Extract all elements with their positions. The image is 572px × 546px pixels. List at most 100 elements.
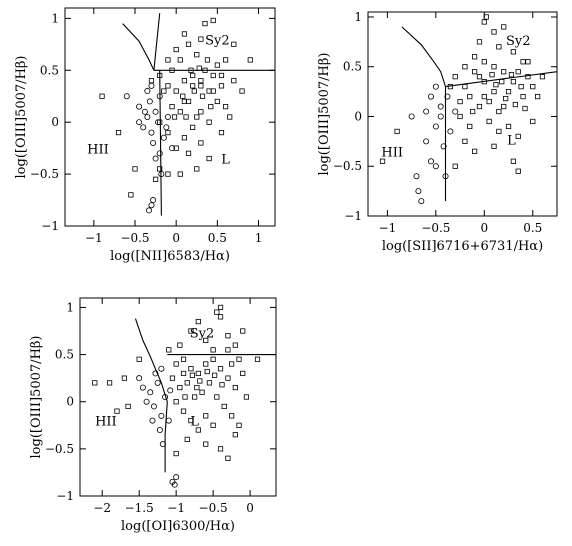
data-point-circle bbox=[150, 197, 157, 204]
data-point-circle bbox=[442, 173, 449, 180]
data-point-square bbox=[204, 57, 211, 63]
region-label: HII bbox=[87, 142, 109, 157]
y-tick-label: −0.5 bbox=[30, 167, 59, 181]
x-tick-label: −0.5 bbox=[421, 221, 450, 235]
data-point-square bbox=[467, 123, 473, 130]
data-point-circle bbox=[136, 103, 143, 110]
plot-area bbox=[92, 304, 276, 488]
data-point-circle bbox=[156, 150, 163, 157]
data-point-square bbox=[194, 52, 200, 58]
data-point-square bbox=[486, 98, 492, 105]
data-point-circle bbox=[440, 143, 447, 150]
data-point-square bbox=[217, 304, 224, 311]
data-point-square bbox=[188, 328, 194, 334]
data-point-square bbox=[190, 83, 196, 89]
data-point-square bbox=[217, 314, 224, 320]
data-point-circle bbox=[418, 198, 425, 205]
data-point-square bbox=[508, 72, 515, 78]
data-point-circle bbox=[145, 207, 152, 214]
y-tick-label: 0.5 bbox=[40, 63, 59, 77]
data-point-square bbox=[472, 54, 478, 60]
data-point-circle bbox=[158, 365, 165, 372]
data-point-square bbox=[173, 399, 179, 405]
region-label: L bbox=[221, 153, 230, 168]
x-tick-label: −0.5 bbox=[120, 231, 149, 245]
data-point-square bbox=[501, 103, 507, 110]
boundary-liner-vertical bbox=[164, 401, 168, 473]
data-point-circle bbox=[164, 114, 171, 121]
region-label: Sy2 bbox=[190, 327, 215, 342]
data-point-square bbox=[169, 375, 176, 381]
data-point-square bbox=[184, 380, 190, 386]
data-point-square bbox=[472, 148, 478, 154]
data-point-square bbox=[496, 128, 502, 135]
y-tick-label: 1 bbox=[66, 300, 74, 314]
data-point-square bbox=[194, 166, 200, 172]
data-point-square bbox=[539, 74, 546, 80]
data-point-square bbox=[481, 93, 487, 100]
data-point-circle bbox=[444, 93, 451, 100]
data-point-square bbox=[202, 20, 208, 27]
data-point-square bbox=[196, 65, 202, 71]
data-point-square bbox=[188, 417, 194, 424]
data-point-square bbox=[240, 328, 246, 334]
data-point-square bbox=[115, 129, 122, 136]
data-point-square bbox=[198, 140, 204, 146]
data-point-square bbox=[481, 19, 487, 25]
data-point-square bbox=[247, 57, 253, 63]
data-point-circle bbox=[427, 93, 434, 100]
data-point-square bbox=[157, 166, 163, 172]
data-point-square bbox=[491, 89, 497, 95]
data-point-square bbox=[188, 366, 194, 372]
data-point-square bbox=[206, 119, 212, 125]
data-point-square bbox=[161, 88, 167, 94]
boundary-liner-vertical bbox=[159, 70, 162, 216]
y-tick-label: 0 bbox=[66, 395, 74, 409]
data-point-square bbox=[198, 83, 204, 89]
data-point-circle bbox=[452, 108, 459, 115]
data-point-circle bbox=[143, 398, 150, 405]
data-point-square bbox=[489, 72, 495, 78]
data-point-square bbox=[530, 84, 536, 90]
y-tick-label: 0.5 bbox=[55, 348, 74, 362]
y-tick-label: 0 bbox=[354, 109, 362, 123]
data-point-square bbox=[501, 69, 507, 75]
data-point-square bbox=[136, 356, 142, 362]
panel-nii: −1 −0.5 0 0.5 1 −1 −0.5 0 0.5 1 log([NII]6583/Hα) l… bbox=[14, 7, 276, 264]
y-tick-label: 0 bbox=[51, 115, 59, 129]
y-tick-label: 1 bbox=[51, 11, 59, 25]
data-point-square bbox=[99, 93, 105, 99]
data-point-square bbox=[203, 337, 209, 344]
data-point-square bbox=[195, 427, 201, 433]
y-tick-label: −1 bbox=[56, 489, 74, 503]
data-point-square bbox=[467, 93, 473, 100]
plot-area bbox=[99, 13, 275, 216]
data-point-square bbox=[173, 361, 179, 367]
y-axis-title: log([OIII]5007/Hβ) bbox=[317, 53, 332, 176]
data-point-square bbox=[214, 98, 220, 105]
data-point-square bbox=[194, 384, 200, 391]
data-point-circle bbox=[432, 83, 439, 90]
data-point-circle bbox=[136, 375, 143, 382]
data-point-square bbox=[239, 88, 245, 94]
data-point-square bbox=[181, 135, 188, 141]
data-point-square bbox=[525, 59, 531, 65]
data-point-square bbox=[180, 408, 187, 414]
x-tick-label: 0 bbox=[480, 221, 488, 235]
data-point-square bbox=[218, 129, 225, 136]
region-label: L bbox=[507, 133, 516, 148]
x-tick-label: 0 bbox=[246, 501, 254, 515]
data-point-square bbox=[181, 31, 188, 37]
data-point-circle bbox=[159, 441, 166, 448]
data-point-square bbox=[225, 347, 231, 353]
data-point-square bbox=[197, 378, 203, 384]
data-point-circle bbox=[144, 88, 151, 95]
data-point-square bbox=[535, 93, 541, 100]
data-point-circle bbox=[432, 123, 439, 130]
x-tick-label: 0.5 bbox=[208, 231, 227, 245]
data-point-square bbox=[496, 44, 502, 50]
x-tick-label: −1.5 bbox=[125, 501, 154, 515]
data-point-square bbox=[231, 41, 237, 47]
x-tick-label: −0.5 bbox=[199, 501, 228, 515]
data-point-square bbox=[503, 95, 509, 102]
